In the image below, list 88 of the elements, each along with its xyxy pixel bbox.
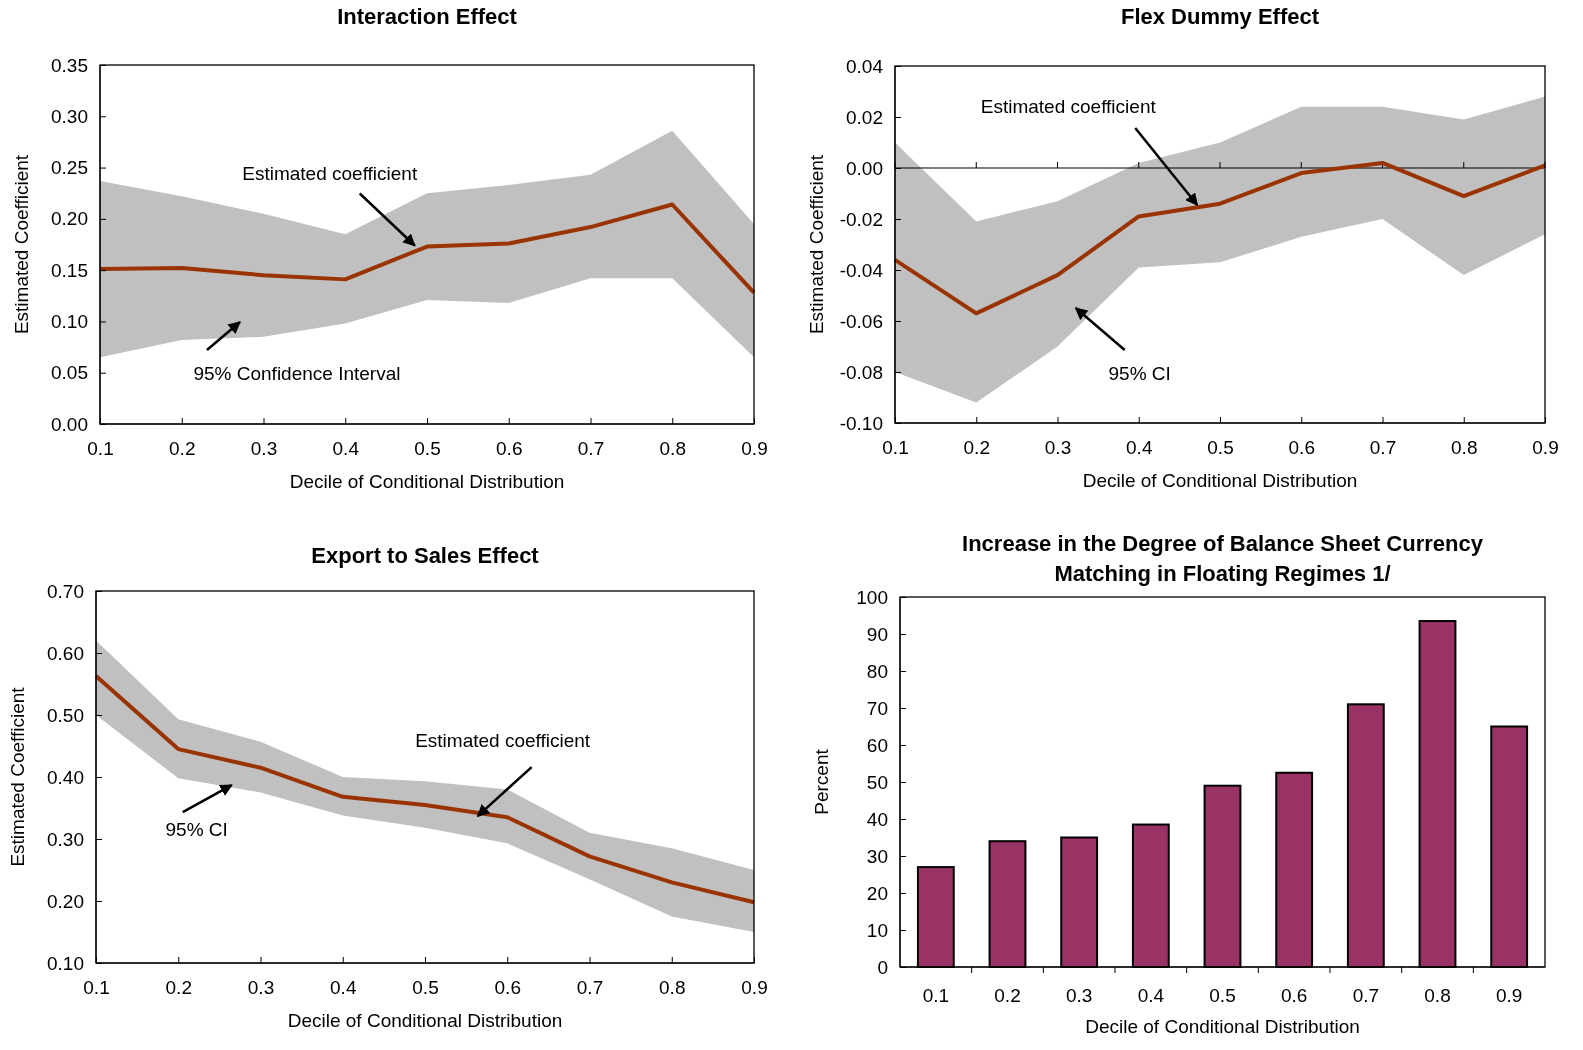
x-tick-label: 0.9	[741, 977, 768, 999]
x-tick-label: 0.4	[1126, 437, 1153, 459]
x-tick-label: 0.3	[1065, 985, 1093, 1007]
x-tick-label: 0.2	[169, 438, 196, 460]
x-tick-label: 0.4	[332, 438, 360, 460]
x-tick-label: 0.7	[577, 438, 605, 460]
y-tick-label: 0.25	[51, 157, 88, 179]
x-axis-title: Decile of Conditional Distribution	[289, 471, 565, 492]
y-tick-label: -0.06	[839, 310, 883, 332]
y-tick-label: 40	[866, 808, 888, 830]
x-tick-label: 0.7	[576, 977, 604, 999]
y-tick-label: 0.50	[47, 704, 84, 726]
chart-title: Flex Dummy Effect	[1120, 4, 1320, 29]
y-tick-label: 0.10	[51, 311, 88, 333]
x-tick-label: 0.6	[496, 438, 523, 460]
x-tick-label: 0.9	[741, 438, 768, 460]
y-tick-label: 0.30	[51, 105, 88, 127]
x-tick-label: 0.6	[1280, 985, 1308, 1007]
x-tick-label: 0.9	[1495, 985, 1523, 1007]
x-tick-label: 0.3	[247, 977, 275, 999]
x-tick-label: 0.9	[1532, 437, 1559, 459]
y-tick-label: 0.30	[47, 828, 84, 850]
x-axis-title: Decile of Conditional Distribution	[1082, 470, 1358, 491]
x-tick-label: 0.3	[1044, 437, 1072, 459]
x-tick-label: 0.5	[414, 438, 441, 460]
chart-title: Export to Sales Effect	[311, 543, 540, 568]
y-tick-label: -0.02	[839, 208, 883, 230]
x-tick-label: 0.1	[87, 438, 114, 460]
y-tick-label: 100	[856, 586, 888, 608]
x-axis-title: Decile of Conditional Distribution	[1085, 1016, 1360, 1037]
chart-title: Interaction Effect	[337, 4, 518, 29]
y-tick-label: 0.35	[51, 54, 88, 76]
y-axis-title: Estimated Coefficient	[11, 154, 32, 335]
y-tick-label: 0.04	[846, 55, 884, 77]
y-tick-label: 0	[877, 956, 888, 978]
y-tick-label: 60	[866, 734, 888, 756]
y-tick-label: 0.60	[47, 642, 84, 664]
y-tick-label: 0.00	[846, 157, 883, 179]
y-tick-label: 30	[866, 845, 888, 867]
x-tick-label: 0.2	[963, 437, 990, 459]
x-tick-label: 0.1	[922, 985, 950, 1007]
annotation: Estimated coefficient	[415, 730, 591, 752]
y-tick-label: 90	[866, 623, 888, 645]
x-tick-label: 0.6	[1288, 437, 1315, 459]
x-tick-label: 0.8	[659, 438, 686, 460]
y-tick-label: 0.02	[846, 106, 883, 128]
y-tick-label: 0.70	[47, 580, 84, 602]
y-tick-label: 0.40	[47, 766, 84, 788]
y-tick-label: 0.20	[47, 890, 84, 912]
y-axis-title: Estimated Coefficient	[806, 154, 827, 335]
y-axis-title: Percent	[811, 748, 832, 815]
x-tick-label: 0.1	[83, 977, 110, 999]
chart-title: Increase in the Degree of Balance Sheet Currency Matching in Floating Regimes 1/	[962, 531, 1484, 586]
y-tick-label: 0.20	[51, 208, 88, 230]
x-tick-label: 0.5	[1209, 985, 1236, 1007]
y-tick-label: 0.15	[51, 259, 88, 281]
x-tick-label: 0.8	[1451, 437, 1478, 459]
x-tick-label: 0.8	[1424, 985, 1451, 1007]
x-tick-label: 0.7	[1369, 437, 1397, 459]
x-tick-label: 0.2	[994, 985, 1021, 1007]
annotation: Estimated coefficient	[242, 162, 418, 184]
y-tick-label: -0.08	[839, 361, 883, 383]
y-tick-label: -0.10	[839, 412, 883, 434]
y-axis-title: Estimated Coefficient	[7, 686, 28, 867]
y-tick-label: 50	[866, 771, 888, 793]
x-tick-label: 0.5	[412, 977, 439, 999]
x-axis-title: Decile of Conditional Distribution	[287, 1010, 563, 1031]
y-tick-label: 0.00	[51, 413, 88, 435]
x-tick-label: 0.7	[1352, 985, 1380, 1007]
x-tick-label: 0.2	[165, 977, 192, 999]
x-tick-label: 0.4	[330, 977, 357, 999]
annotation: 95% CI	[165, 819, 228, 841]
y-tick-label: 80	[866, 660, 888, 682]
y-tick-label: 70	[866, 697, 888, 719]
x-tick-label: 0.5	[1207, 437, 1234, 459]
annotation: 95% Confidence Interval	[193, 363, 401, 385]
y-tick-label: 20	[866, 882, 888, 904]
x-tick-label: 0.1	[882, 437, 909, 459]
x-tick-label: 0.3	[250, 438, 278, 460]
annotation: 95% CI	[1108, 363, 1171, 385]
y-tick-label: 0.05	[51, 362, 88, 384]
y-tick-label: 0.10	[47, 952, 84, 974]
y-tick-label: -0.04	[839, 259, 884, 281]
y-tick-label: 10	[866, 919, 888, 941]
x-tick-label: 0.8	[659, 977, 686, 999]
annotation: Estimated coefficient	[980, 95, 1157, 117]
x-tick-label: 0.4	[1137, 985, 1165, 1007]
x-tick-label: 0.6	[494, 977, 521, 999]
